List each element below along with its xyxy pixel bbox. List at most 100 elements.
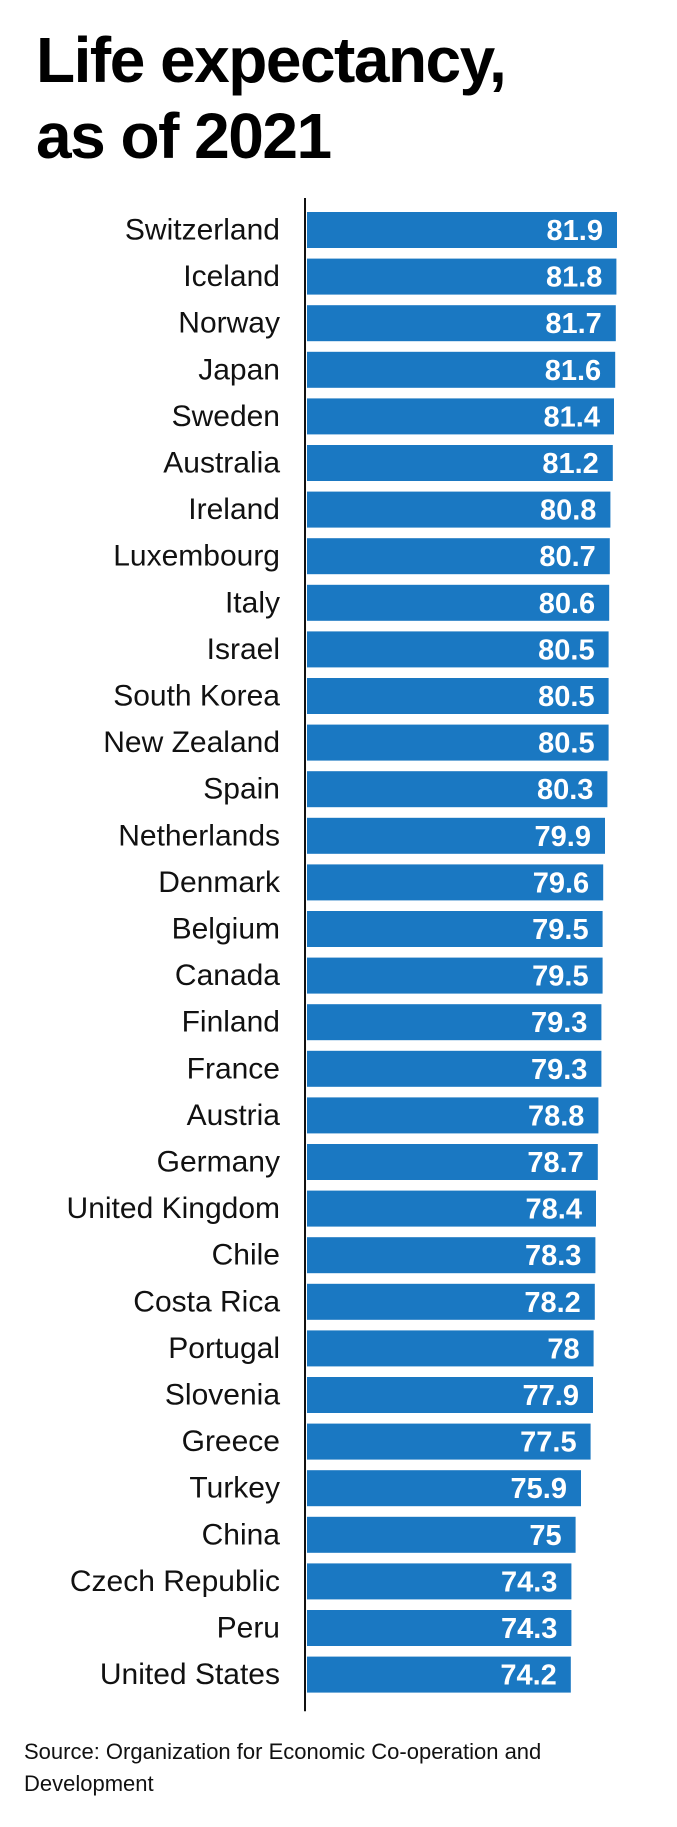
bar-germany [307,1144,598,1180]
value-label-ireland: 80.8 [540,495,596,527]
category-labels-group: Switzerland Iceland Norway Japan Sweden Austr… [67,214,281,1692]
value-label-norway: 81.7 [545,308,601,340]
source-note: Source: Organization for Economic Co-ope… [24,1739,542,1796]
category-label-portugal: Portugal [168,1332,280,1365]
value-label-denmark: 79.6 [533,867,589,899]
value-label-switzerland: 81.9 [547,215,603,247]
value-label-chile: 78.3 [525,1240,581,1272]
category-label-austria: Austria [187,1099,281,1132]
bar-italy [307,584,610,621]
bar-france [307,1050,602,1087]
value-label-sweden: 81.4 [544,401,600,433]
value-label-iceland: 81.8 [546,262,602,294]
value-label-france: 79.3 [531,1054,587,1086]
value-label-peru: 74.3 [501,1613,557,1645]
category-label-turkey: Turkey [189,1472,280,1505]
value-labels-group: 81.9 81.8 81.7 81.6 81.4 81.2 80.8 80.7 80.6 80.5… [500,215,603,1692]
category-label-spain: Spain [203,773,280,806]
bar-peru [307,1610,572,1646]
bar-australia [307,445,613,481]
chart-title: Life expectancy, as of 2021 [36,22,507,174]
category-label-luxembourg: Luxembourg [113,540,280,573]
value-label-china: 75 [529,1520,561,1552]
category-label-norway: Norway [178,307,280,340]
bar-chile [307,1237,596,1274]
category-label-new-zealand: New Zealand [103,726,280,759]
category-label-germany: Germany [157,1146,280,1179]
value-label-finland: 79.3 [531,1007,587,1039]
bar-belgium [307,911,603,947]
category-label-south-korea: South Korea [113,680,280,713]
value-label-slovenia: 77.9 [523,1380,579,1412]
value-label-czech-republic: 74.3 [501,1566,557,1598]
value-label-portugal: 78 [547,1333,579,1365]
value-label-greece: 77.5 [520,1427,576,1459]
bar-norway [307,305,616,342]
category-label-israel: Israel [207,633,280,666]
category-label-canada: Canada [175,959,280,992]
bar-switzerland [307,212,617,248]
bar-sweden [307,398,614,435]
value-label-united-kingdom: 78.4 [526,1194,582,1226]
category-label-australia: Australia [163,447,280,480]
bar-denmark [307,864,604,901]
bar-austria [307,1097,599,1134]
bar-spain [307,771,608,808]
bar-israel [307,631,609,668]
category-label-united-kingdom: United Kingdom [67,1192,280,1225]
bar-new-zealand [307,724,609,761]
bar-netherlands [307,817,605,854]
bar-united-states [307,1656,571,1693]
category-label-belgium: Belgium [172,913,280,946]
category-label-finland: Finland [182,1006,280,1039]
value-label-germany: 78.7 [527,1147,583,1179]
category-label-costa-rica: Costa Rica [133,1285,280,1318]
category-label-switzerland: Switzerland [125,214,280,247]
value-label-luxembourg: 80.7 [539,541,595,573]
category-label-netherlands: Netherlands [118,819,280,852]
category-label-china: China [202,1518,281,1551]
value-label-canada: 79.5 [532,961,588,993]
bar-chart: Switzerland Iceland Norway Japan Sweden Austr… [67,198,617,1712]
bar-portugal [307,1330,594,1367]
bars-group [307,212,617,1693]
category-label-denmark: Denmark [158,866,281,899]
value-label-austria: 78.8 [528,1100,584,1132]
bar-costa-rica [307,1283,595,1320]
value-label-australia: 81.2 [542,448,598,480]
bar-ireland [307,491,611,528]
category-label-iceland: Iceland [183,260,280,293]
bar-luxembourg [307,538,610,575]
bar-united-kingdom [307,1190,596,1227]
category-label-japan: Japan [198,353,280,386]
category-label-greece: Greece [182,1425,280,1458]
value-label-belgium: 79.5 [532,914,588,946]
category-label-slovenia: Slovenia [165,1379,280,1412]
category-label-chile: Chile [212,1239,280,1272]
value-label-israel: 80.5 [538,634,594,666]
category-label-ireland: Ireland [188,493,280,526]
value-label-south-korea: 80.5 [538,681,594,713]
bar-iceland [307,258,617,295]
category-label-sweden: Sweden [172,400,280,433]
value-label-spain: 80.3 [537,774,593,806]
chart-title-line-1: Life expectancy, [36,24,507,96]
bar-south-korea [307,678,609,714]
bar-canada [307,957,603,994]
bar-china [307,1516,576,1553]
bar-czech-republic [307,1563,572,1600]
bar-greece [307,1423,591,1460]
category-label-united-states: United States [100,1658,280,1691]
category-label-peru: Peru [217,1612,280,1645]
value-label-new-zealand: 80.5 [538,728,594,760]
bar-japan [307,351,616,388]
bar-finland [307,1004,602,1041]
bar-turkey [307,1470,581,1507]
chart-title-line-2: as of 2021 [36,100,332,172]
bar-slovenia [307,1377,593,1413]
value-label-japan: 81.6 [545,355,601,387]
category-label-czech-republic: Czech Republic [70,1565,280,1598]
category-label-italy: Italy [225,586,280,619]
value-label-united-states: 74.2 [500,1660,556,1692]
value-label-turkey: 75.9 [511,1473,567,1505]
